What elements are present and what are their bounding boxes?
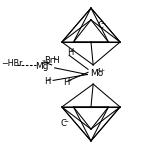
Text: Mg: Mg bbox=[35, 62, 49, 71]
Text: −: − bbox=[100, 20, 105, 25]
Text: −: − bbox=[70, 48, 75, 52]
Text: −: − bbox=[66, 77, 71, 82]
Text: −: − bbox=[63, 118, 68, 123]
Text: 2+: 2+ bbox=[42, 60, 51, 65]
Text: BrH: BrH bbox=[44, 56, 59, 65]
Text: C: C bbox=[60, 119, 66, 128]
Text: −: − bbox=[51, 56, 56, 61]
Text: C: C bbox=[97, 21, 103, 30]
Text: −: − bbox=[47, 76, 51, 81]
Text: Mo: Mo bbox=[90, 69, 103, 78]
Text: −HBr: −HBr bbox=[1, 59, 23, 68]
Text: H: H bbox=[44, 77, 50, 86]
Text: H: H bbox=[67, 48, 73, 57]
Text: H: H bbox=[63, 78, 70, 87]
Text: 4+: 4+ bbox=[97, 68, 106, 73]
